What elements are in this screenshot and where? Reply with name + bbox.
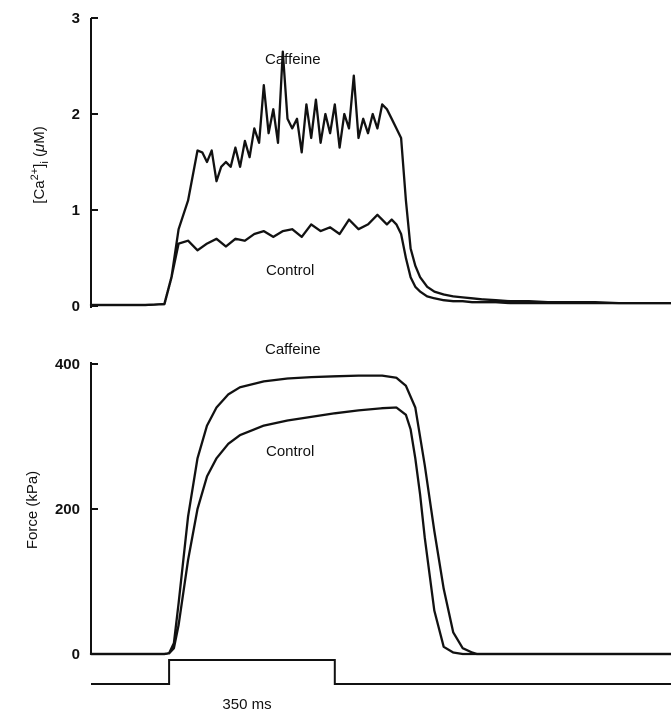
calcium-tick-label-3: 3 [72, 10, 80, 27]
force-trace-control [89, 406, 671, 656]
caffeine-calcium-label: Caffeine [265, 51, 321, 68]
force-trace-caffeine [89, 374, 671, 656]
calcium-panel: 0 1 2 3 [Ca2+]i (μM) Caffeine Control [29, 10, 671, 315]
force-tick-label-0: 0 [72, 646, 80, 663]
stimulus-duration-label: 350 ms [222, 696, 271, 713]
force-y-ticks: 0 200 400 [55, 356, 98, 663]
stimulus-marker: 350 ms [91, 659, 671, 713]
calcium-tick-label-2: 2 [72, 106, 80, 123]
calcium-y-ticks: 0 1 2 3 [72, 10, 98, 315]
caffeine-force-label: Caffeine [265, 341, 321, 358]
calcium-y-axis-label: [Ca2+]i (μM) [29, 126, 51, 203]
force-tick-label-200: 200 [55, 501, 80, 518]
calcium-trace-caffeine [89, 50, 671, 307]
force-y-axis-label: Force (kPa) [24, 471, 41, 549]
calcium-trace-control [89, 213, 671, 307]
control-force-label: Control [266, 443, 314, 460]
control-calcium-label: Control [266, 262, 314, 279]
stimulus-pulse [91, 659, 671, 685]
calcium-traces [89, 50, 671, 307]
force-panel: 0 200 400 Force (kPa) Caffeine Control [24, 341, 671, 663]
force-tick-label-400: 400 [55, 356, 80, 373]
calcium-tick-label-0: 0 [72, 298, 80, 315]
calcium-tick-label-1: 1 [72, 202, 80, 219]
force-traces [89, 374, 671, 656]
